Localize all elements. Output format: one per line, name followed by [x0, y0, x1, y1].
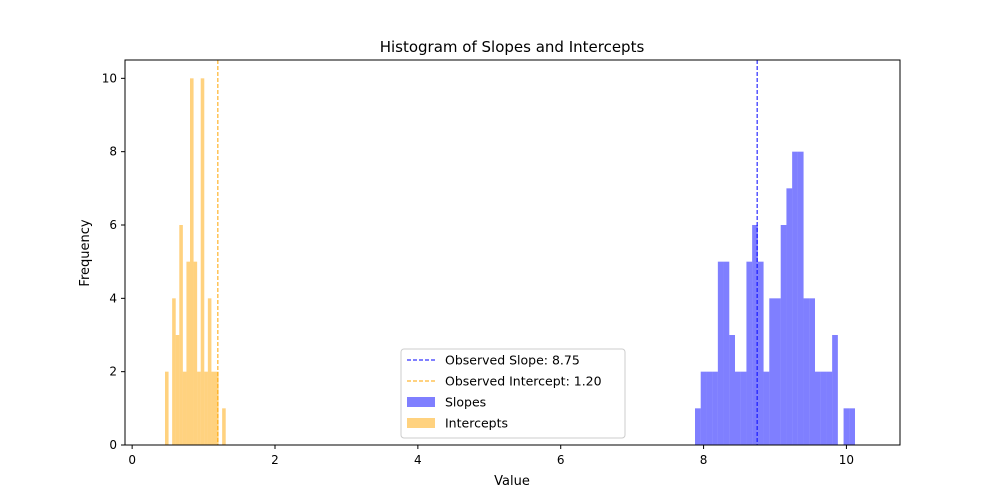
bar-intercepts-12 [207, 298, 212, 445]
bar-intercepts-5 [182, 371, 187, 445]
bar-slopes-9 [746, 261, 753, 445]
legend-box [400, 348, 626, 439]
legend-label: Intercepts [445, 416, 508, 431]
bar-slopes-21 [815, 371, 821, 445]
x-tick-label: 0 [128, 453, 136, 467]
plot-frame [124, 59, 901, 446]
bar-slopes-12 [763, 371, 770, 445]
bar-intercepts-10 [200, 78, 205, 445]
bar-intercepts-13 [211, 371, 215, 445]
x-axis-label: Value [494, 474, 530, 489]
bar-slopes-17 [792, 151, 798, 445]
bar-slopes-5 [723, 261, 730, 445]
legend-label: Observed Slope: 8.75 [445, 353, 580, 368]
bar-intercepts-9 [197, 371, 201, 445]
bar-slopes-7 [735, 371, 741, 445]
y-tick-label: 8 [109, 145, 117, 159]
bar-slopes-27 [849, 408, 855, 445]
bar-slopes-11 [757, 261, 764, 445]
bar-intercepts-7 [190, 78, 194, 445]
bar-intercepts-0 [165, 371, 169, 445]
x-tick-label: 4 [414, 453, 422, 467]
y-tick-label: 10 [102, 71, 117, 85]
bar-slopes-2 [706, 371, 713, 445]
bar-slopes-20 [809, 298, 815, 445]
bar-intercepts-6 [186, 261, 190, 445]
chart-title: Histogram of Slopes and Intercepts [380, 38, 645, 56]
legend-swatch-patch [407, 397, 435, 407]
bar-slopes-26 [843, 408, 850, 445]
y-tick-label: 2 [109, 365, 117, 379]
bar-slopes-23 [826, 371, 833, 445]
bar-slopes-22 [820, 371, 827, 445]
bar-slopes-4 [717, 261, 724, 445]
bar-intercepts-14 [215, 371, 219, 445]
legend-label: Slopes [445, 395, 486, 410]
y-tick-label: 4 [109, 291, 117, 305]
bar-slopes-10 [752, 225, 758, 445]
legend-swatch-patch [407, 418, 435, 428]
bar-slopes-8 [740, 371, 747, 445]
bar-intercepts-2 [172, 298, 176, 445]
x-tick-label: 10 [839, 453, 854, 467]
x-tick-label: 8 [700, 453, 708, 467]
bar-slopes-13 [769, 298, 775, 445]
y-tick-label: 6 [109, 218, 117, 232]
bar-slopes-16 [786, 188, 793, 446]
bar-slopes-3 [712, 371, 718, 445]
y-axis-label: Frequency [78, 219, 93, 286]
reference-lines [217, 60, 758, 445]
x-axis-ticks: 0 2 4 6 8 10 [128, 445, 854, 467]
bar-intercepts-16 [222, 408, 226, 445]
y-tick-label: 0 [109, 438, 117, 452]
x-tick-label: 2 [271, 453, 279, 467]
bar-slopes-1 [700, 371, 707, 445]
y-axis-ticks: 0 2 4 6 8 10 [102, 71, 125, 452]
x-tick-label: 6 [557, 453, 565, 467]
bar-slopes-6 [729, 335, 735, 445]
bar-slopes-18 [797, 151, 804, 445]
bar-intercepts-8 [193, 261, 198, 445]
bar-intercepts-4 [179, 225, 183, 445]
histogram-bars [165, 78, 855, 446]
legend-label: Observed Intercept: 1.20 [445, 374, 602, 389]
bar-slopes-15 [780, 225, 787, 445]
bar-slopes-24 [832, 335, 838, 445]
bar-slopes-19 [803, 298, 810, 445]
bar-intercepts-11 [204, 371, 208, 445]
legend: Observed Slope: 8.75 Observed Intercept: … [400, 348, 626, 439]
bar-slopes-0 [695, 408, 701, 445]
bar-slopes-14 [775, 298, 781, 445]
bar-intercepts-3 [175, 335, 180, 445]
